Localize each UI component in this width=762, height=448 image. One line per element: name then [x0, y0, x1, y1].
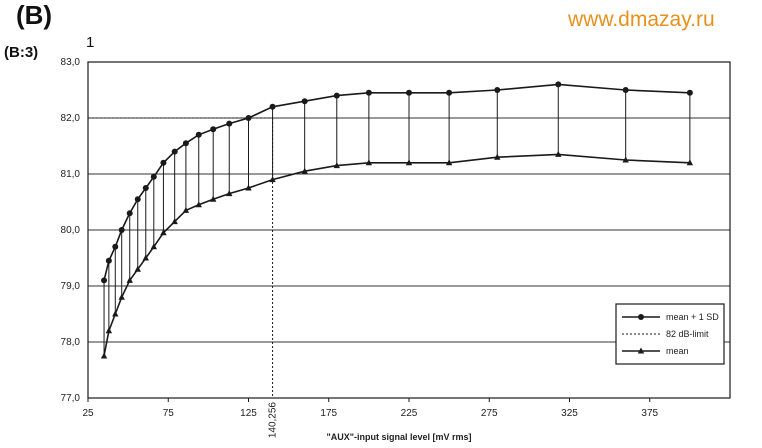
- point-mean: [118, 293, 125, 300]
- y-tick-label: 80,0: [61, 225, 81, 236]
- x-tick-label: 275: [481, 408, 498, 419]
- point-mean: [142, 254, 149, 261]
- axis-top-mark: 1: [86, 34, 95, 51]
- point-mean: [171, 218, 178, 225]
- point-mean-plus-sd: [171, 148, 178, 155]
- point-mean: [333, 162, 340, 169]
- point-mean-plus-sd: [134, 196, 141, 203]
- legend-marker-triangle: [637, 347, 645, 354]
- point-mean: [245, 184, 252, 191]
- point-mean: [150, 243, 158, 250]
- x-tick-label: 175: [320, 408, 337, 419]
- point-mean-plus-sd: [269, 103, 276, 110]
- x-tick-label: 25: [82, 408, 94, 419]
- series-layer: [88, 81, 694, 398]
- point-mean-plus-sd: [333, 92, 340, 99]
- point-mean-plus-sd: [301, 98, 308, 105]
- axis-layer: 77,0 78,0 79,0 80,0 81,0 82,0 83,0 25 75 125 175 22…: [61, 57, 731, 442]
- point-mean: [105, 327, 113, 334]
- point-mean-plus-sd: [494, 87, 501, 93]
- point-mean: [405, 159, 413, 166]
- point-mean: [160, 229, 167, 236]
- series-line-mean-plus-sd: [103, 83, 690, 281]
- point-mean-plus-sd: [101, 277, 108, 284]
- point-mean-plus-sd: [142, 185, 149, 191]
- legend-label: mean + 1 SD: [666, 312, 719, 322]
- point-mean: [494, 153, 501, 160]
- legend: mean + 1 SD 82 dB-limit mean: [615, 303, 725, 365]
- point-mean-plus-sd: [160, 159, 167, 166]
- y-tick-label: 82,0: [61, 113, 81, 124]
- x-tick-label: 375: [641, 408, 658, 419]
- point-mean: [269, 176, 276, 183]
- point-mean-plus-sd: [195, 131, 202, 138]
- point-mean-plus-sd: [446, 89, 453, 96]
- y-tick-label: 79,0: [61, 281, 81, 292]
- y-tick-label: 78,0: [61, 337, 81, 348]
- legend-label: 82 dB-limit: [666, 329, 709, 339]
- crossing-tick-label: 140,256: [268, 402, 279, 439]
- legend-label: mean: [666, 346, 689, 356]
- point-mean: [126, 276, 133, 283]
- x-axis-label: "AUX"-input signal level [mV rms]: [326, 432, 471, 442]
- panel-label: (B): [16, 0, 53, 30]
- point-mean: [209, 195, 217, 202]
- point-mean-plus-sd: [150, 173, 157, 180]
- point-mean-plus-sd: [182, 140, 189, 147]
- point-mean: [100, 352, 108, 359]
- point-mean-plus-sd: [365, 89, 372, 96]
- point-mean-plus-sd: [118, 227, 125, 233]
- x-tick-label: 75: [163, 408, 175, 419]
- point-mean: [686, 159, 694, 166]
- point-mean: [365, 159, 373, 166]
- point-mean: [112, 310, 119, 317]
- point-mean: [226, 190, 233, 197]
- y-tick-label: 81,0: [61, 169, 81, 180]
- point-mean-plus-sd: [245, 115, 252, 121]
- point-mean: [195, 201, 202, 208]
- point-mean: [134, 265, 141, 272]
- y-tick-label: 83,0: [61, 57, 81, 68]
- y-tick-label: 77,0: [61, 393, 81, 404]
- point-mean-plus-sd: [112, 243, 119, 250]
- point-mean-plus-sd: [406, 89, 412, 96]
- point-mean-plus-sd: [210, 126, 217, 133]
- point-mean-plus-sd: [555, 81, 562, 88]
- point-mean-plus-sd: [622, 87, 629, 93]
- point-mean: [445, 159, 453, 166]
- legend-marker-circle: [638, 314, 644, 320]
- point-mean-plus-sd: [105, 257, 112, 264]
- sub-panel-label: (B:3): [4, 44, 39, 61]
- point-mean: [555, 150, 562, 157]
- watermark: www.dmazay.ru: [568, 8, 715, 31]
- point-mean-plus-sd: [226, 120, 233, 127]
- x-tick-label: 225: [401, 408, 418, 419]
- x-tick-label: 125: [240, 408, 257, 419]
- point-mean-plus-sd: [126, 210, 133, 217]
- x-tick-label: 325: [561, 408, 578, 419]
- point-mean: [301, 167, 308, 174]
- point-mean-plus-sd: [686, 89, 693, 96]
- point-mean: [622, 156, 629, 163]
- series-line-mean: [103, 153, 690, 357]
- point-mean: [182, 206, 190, 213]
